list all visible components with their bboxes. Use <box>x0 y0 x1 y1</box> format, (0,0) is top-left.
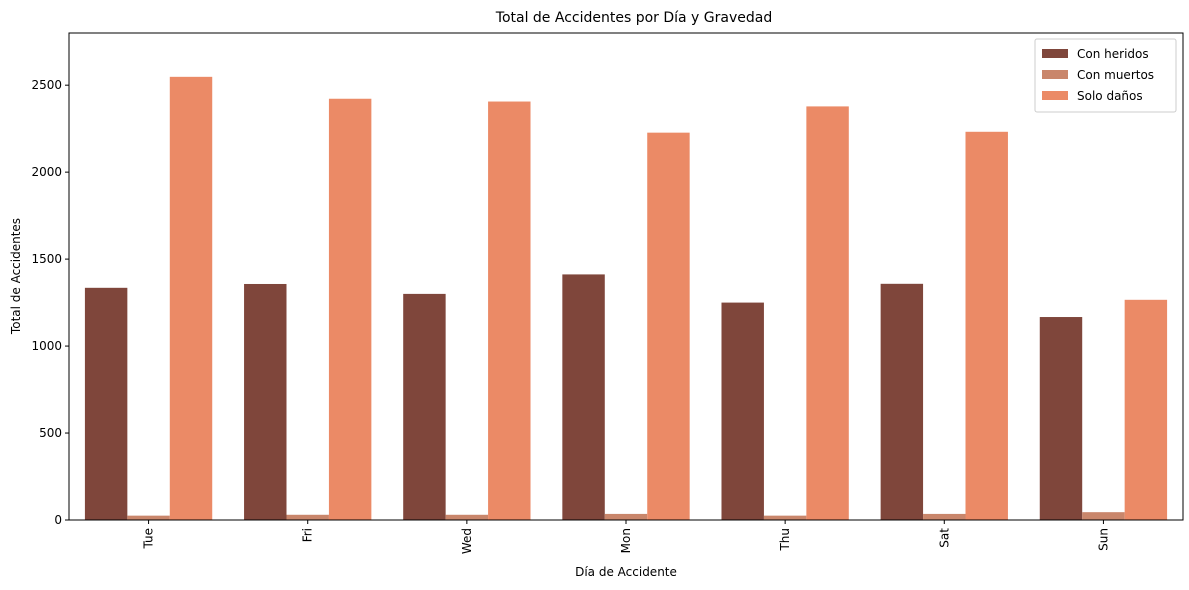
x-tick-label: Tue <box>142 528 156 550</box>
bar-con-heridos-mon <box>562 274 605 520</box>
x-tick-label: Mon <box>619 528 633 553</box>
bar-con-heridos-sat <box>880 283 924 520</box>
y-tick-label: 0 <box>54 513 62 527</box>
x-tick-label: Thu <box>778 528 792 552</box>
bar-con-muertos-wed <box>445 514 489 520</box>
legend-label: Solo daños <box>1077 89 1143 103</box>
bar-con-heridos-sun <box>1039 317 1083 520</box>
legend: Con heridos Con muertos Solo daños <box>1034 38 1177 113</box>
x-axis-label: Día de Accidente <box>575 565 677 579</box>
legend-swatch <box>1042 91 1068 100</box>
bar-con-muertos-sun <box>1082 512 1125 520</box>
bar-solo-da-os-wed <box>488 101 531 520</box>
bar-con-heridos-tue <box>84 287 128 520</box>
bar-con-heridos-wed <box>403 293 446 520</box>
x-tick-label: Sun <box>1096 528 1110 551</box>
x-tick-label: Sat <box>937 528 951 548</box>
bar-con-heridos-fri <box>244 283 287 520</box>
y-tick-label: 1500 <box>31 252 62 266</box>
x-tick-label: Wed <box>460 528 474 554</box>
bar-solo-da-os-fri <box>328 98 372 520</box>
bar-con-muertos-thu <box>763 515 807 520</box>
legend-swatch <box>1042 70 1068 79</box>
bar-solo-da-os-mon <box>647 132 690 520</box>
y-tick-label: 2000 <box>31 165 62 179</box>
bar-con-heridos-thu <box>721 302 764 520</box>
legend-label: Con muertos <box>1077 68 1154 82</box>
legend-swatch <box>1042 49 1068 58</box>
bar-con-muertos-sat <box>923 513 966 520</box>
y-axis-label: Total de Accidentes <box>9 218 23 335</box>
bar-solo-da-os-sat <box>965 131 1008 521</box>
bar-con-muertos-mon <box>604 513 648 520</box>
bar-solo-da-os-thu <box>806 106 849 521</box>
legend-label: Con heridos <box>1077 47 1149 61</box>
y-tick-label: 1000 <box>31 339 62 353</box>
bar-solo-da-os-sun <box>1124 299 1168 520</box>
bar-con-muertos-tue <box>127 515 170 520</box>
y-tick-label: 500 <box>39 426 62 440</box>
bar-solo-da-os-tue <box>169 76 213 520</box>
x-tick-label: Fri <box>301 528 315 542</box>
legend-box <box>1034 38 1177 113</box>
plot-frame <box>68 32 1184 521</box>
chart-title: Total de Accidentes por Día y Gravedad <box>495 10 772 26</box>
bar-con-muertos-fri <box>286 514 329 520</box>
y-tick-label: 2500 <box>31 78 62 92</box>
plot-area: 0 500 1000 1500 2000 2500 Tue Fri Wed Mon Thu Sat Su… <box>31 32 1184 554</box>
